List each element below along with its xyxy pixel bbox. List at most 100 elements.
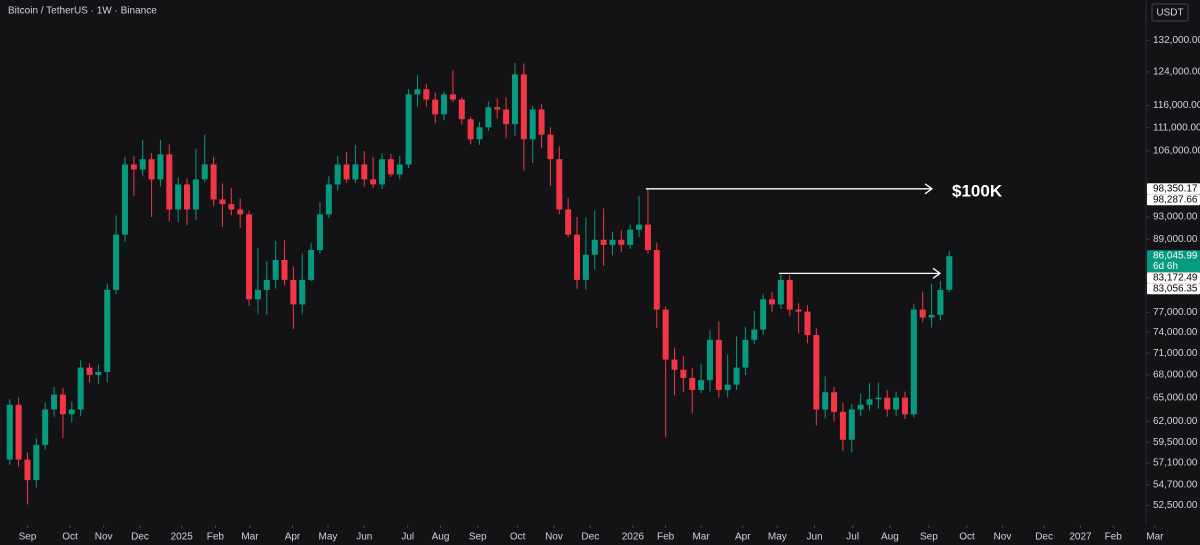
y-tick-label: 116,000.00 <box>1153 100 1200 111</box>
candle-body <box>86 367 93 375</box>
candle-body <box>130 164 137 170</box>
candle-body <box>95 371 102 375</box>
x-tick-label: Aug <box>881 532 899 543</box>
candle-body <box>822 392 829 410</box>
y-tick-label: 57,100.00 <box>1153 458 1198 469</box>
candle-body <box>387 159 394 175</box>
y-tick-label: 68,000.00 <box>1153 370 1198 381</box>
candle-body <box>769 299 776 305</box>
candle-body <box>51 394 58 410</box>
x-tick-label: Dec <box>1035 532 1053 543</box>
candle-body <box>254 289 261 300</box>
x-tick-label: Mar <box>241 532 259 543</box>
candle-body <box>228 204 235 210</box>
candle-body <box>928 314 935 318</box>
y-tick-label: 124,000.00 <box>1153 67 1200 78</box>
candle-body <box>715 339 722 390</box>
candle-body <box>414 89 421 95</box>
candle-body <box>795 309 802 312</box>
candle-body <box>733 367 740 385</box>
candle-body <box>538 109 545 135</box>
candle-body <box>671 359 678 370</box>
x-tick-label: May <box>318 532 337 543</box>
candle-body <box>15 404 22 460</box>
candle-body <box>689 377 696 390</box>
x-tick-label: Sep <box>19 532 37 543</box>
candle-body <box>281 260 288 280</box>
y-tick-label: 89,000.00 <box>1153 234 1198 245</box>
candle-body <box>290 279 297 305</box>
price-line-box <box>1147 183 1200 195</box>
y-tick-label: 77,000.00 <box>1153 307 1198 318</box>
price-line-label: 83,172.49 <box>1153 272 1198 283</box>
candle-body <box>831 392 838 412</box>
candle-body <box>24 459 31 481</box>
y-tick-label: 74,000.00 <box>1153 327 1198 338</box>
candle-body <box>600 239 607 245</box>
candle-body <box>352 164 359 180</box>
candle-body <box>742 339 749 368</box>
y-tick-label: 132,000.00 <box>1153 35 1200 46</box>
countdown: 6d 6h <box>1153 261 1178 272</box>
y-tick-label: 54,700.00 <box>1153 479 1198 490</box>
candle-body <box>503 109 510 125</box>
arrow-head <box>932 267 942 279</box>
price-axis: 132,000.00 124,000.00 116,000.00 111,000.00… <box>1145 0 1200 525</box>
candle-body <box>937 289 944 315</box>
x-tick-label: Sep <box>920 532 938 543</box>
x-tick-label: Sep <box>469 532 487 543</box>
candle-body <box>6 404 13 460</box>
x-tick-label: Apr <box>285 532 301 543</box>
candle-body <box>370 179 377 185</box>
x-tick-label: Dec <box>581 532 599 543</box>
candle-body <box>405 94 412 165</box>
y-tick-label: 62,000.00 <box>1153 416 1198 427</box>
candle-body <box>201 164 208 180</box>
y-tick-label: 93,000.00 <box>1153 212 1198 223</box>
x-tick-label: Oct <box>959 532 975 543</box>
candle-body <box>104 289 111 372</box>
candle-body <box>786 279 793 310</box>
candle-body <box>379 159 386 185</box>
candle-body <box>804 311 811 336</box>
candle-body <box>139 159 146 170</box>
candle-body <box>263 279 270 290</box>
candle-body <box>511 74 518 125</box>
candle-body <box>636 224 643 230</box>
candle-body <box>547 134 554 160</box>
candle-body <box>848 409 855 440</box>
candle-body <box>449 94 456 100</box>
candle-body <box>467 119 474 140</box>
candle-body <box>334 164 341 185</box>
candle-body <box>148 159 155 180</box>
candle-body <box>59 394 66 415</box>
x-tick-label: Nov <box>95 532 113 543</box>
candle-body <box>609 239 616 245</box>
candle-body <box>706 339 713 381</box>
candle-body <box>476 127 483 140</box>
price-line-box <box>1147 272 1200 284</box>
candle-body <box>724 384 731 390</box>
candle-body <box>113 234 120 290</box>
candle-body <box>299 279 306 305</box>
currency-box[interactable] <box>1151 3 1189 22</box>
candle-body <box>361 164 368 180</box>
y-tick-label: 52,500.00 <box>1153 500 1198 511</box>
annotation: $100K <box>952 181 1003 200</box>
candle-body <box>157 154 164 180</box>
x-tick-label: Feb <box>657 532 675 543</box>
candle-body <box>565 209 572 235</box>
candle-body <box>432 99 439 115</box>
candle-body <box>219 199 226 205</box>
x-tick-label: 2025 <box>171 532 194 543</box>
candle-body <box>316 214 323 251</box>
candle-body <box>813 335 820 410</box>
candle-body <box>582 254 589 280</box>
candle-body <box>396 164 403 175</box>
candle-body <box>680 369 687 378</box>
candle-body <box>777 279 784 305</box>
candle-body <box>68 409 75 415</box>
currency[interactable]: USDT <box>1156 8 1183 19</box>
